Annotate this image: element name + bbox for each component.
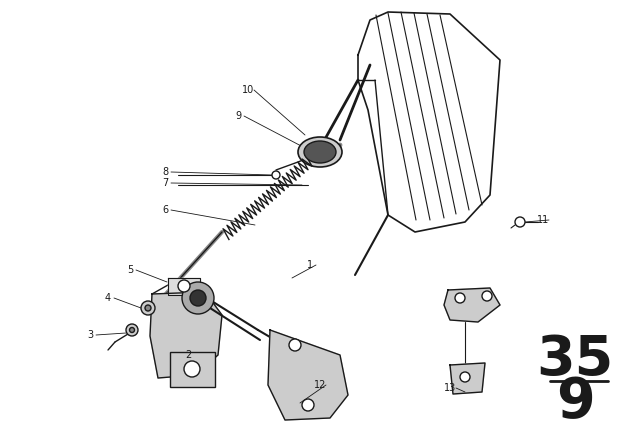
Text: 2: 2: [185, 350, 191, 360]
Circle shape: [302, 399, 314, 411]
Circle shape: [145, 305, 151, 311]
Text: 9: 9: [556, 375, 595, 429]
Polygon shape: [268, 330, 348, 420]
Polygon shape: [168, 278, 200, 295]
Circle shape: [460, 372, 470, 382]
Text: 5: 5: [127, 265, 133, 275]
Text: 35: 35: [536, 333, 614, 387]
Circle shape: [515, 217, 525, 227]
Polygon shape: [450, 363, 485, 394]
Text: 12: 12: [314, 380, 326, 390]
Circle shape: [272, 171, 280, 179]
Text: 7: 7: [162, 178, 168, 188]
Text: 8: 8: [162, 167, 168, 177]
Text: 9: 9: [235, 111, 241, 121]
Circle shape: [190, 290, 206, 306]
Circle shape: [184, 361, 200, 377]
Ellipse shape: [304, 141, 336, 163]
Circle shape: [129, 327, 134, 332]
Circle shape: [482, 291, 492, 301]
Circle shape: [455, 293, 465, 303]
Text: 11: 11: [537, 215, 549, 225]
Text: 6: 6: [162, 205, 168, 215]
Text: 10: 10: [242, 85, 254, 95]
Circle shape: [126, 324, 138, 336]
Text: 1: 1: [307, 260, 313, 270]
Circle shape: [289, 339, 301, 351]
Circle shape: [178, 280, 190, 292]
Text: 3: 3: [87, 330, 93, 340]
Circle shape: [141, 301, 155, 315]
Polygon shape: [150, 292, 222, 378]
Text: 4: 4: [105, 293, 111, 303]
Circle shape: [182, 282, 214, 314]
Polygon shape: [444, 288, 500, 322]
Ellipse shape: [298, 137, 342, 167]
Text: 13: 13: [444, 383, 456, 393]
Bar: [170, 352, 215, 387]
